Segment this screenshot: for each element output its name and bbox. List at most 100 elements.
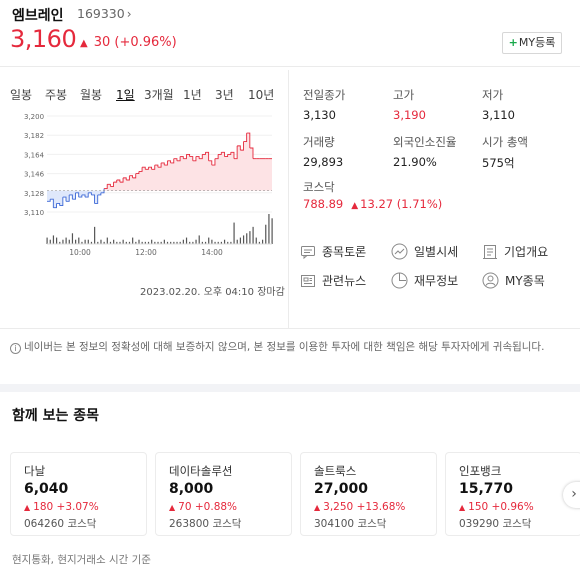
divider bbox=[0, 328, 580, 329]
price-line-segment bbox=[157, 162, 162, 168]
related-stock-card[interactable]: 솔트룩스 27,000 ▲ 3,250 +13.68% 304100 코스닥 bbox=[300, 452, 437, 536]
volume-bar bbox=[119, 241, 121, 244]
related-stock-price: 6,040 bbox=[24, 481, 69, 497]
volume-bar bbox=[138, 239, 140, 244]
related-stock-meta: 064260 코스닥 bbox=[24, 518, 97, 530]
foreign-label: 외국인소진율 bbox=[393, 135, 457, 149]
related-stock-change: ▲ 70 +0.88% bbox=[169, 501, 238, 513]
volume-bar bbox=[75, 239, 77, 244]
y-tick-label: 3,110 bbox=[24, 209, 44, 217]
tab-period[interactable]: 3년 bbox=[215, 88, 234, 102]
tab-period[interactable]: 1일 bbox=[116, 88, 135, 102]
price-line-segment bbox=[129, 175, 134, 178]
price-line-segment bbox=[218, 152, 222, 155]
my-register-button[interactable]: +MY등록 bbox=[502, 32, 562, 54]
price-line-segment bbox=[148, 166, 153, 170]
related-stock-card[interactable]: 다날 6,040 ▲ 180 +3.07% 064260 코스닥 bbox=[10, 452, 147, 536]
x-tick-label: 10:00 bbox=[69, 248, 91, 257]
price-line-segment bbox=[167, 160, 172, 163]
kosdaq-index: 788.89 ▲ 13.27 (1.71%) bbox=[303, 197, 442, 211]
related-stock-change: ▲ 3,250 +13.68% bbox=[314, 501, 406, 513]
volume-bar bbox=[100, 239, 102, 244]
volume-bar bbox=[233, 222, 235, 244]
volume-bar bbox=[223, 239, 226, 244]
next-arrow-icon[interactable]: › bbox=[563, 482, 580, 508]
link-my-stock[interactable]: MY종목 bbox=[482, 272, 545, 289]
x-tick-label: 14:00 bbox=[201, 248, 223, 257]
related-stock-name: 다날 bbox=[24, 464, 46, 478]
link-news[interactable]: 관련뉴스 bbox=[300, 272, 366, 289]
volume-bar bbox=[179, 241, 181, 244]
up-arrow-icon: ▲ bbox=[459, 503, 466, 512]
tab-period[interactable]: 10년 bbox=[248, 88, 275, 102]
disclaimer-text: 네이버는 본 정보의 정확성에 대해 보증하지 않으며, 본 정보를 이용한 투… bbox=[24, 341, 545, 353]
price-line-segment bbox=[208, 160, 213, 166]
price-line-segment bbox=[214, 154, 219, 160]
volume-bar bbox=[59, 241, 61, 244]
stock-code[interactable]: 169330 › bbox=[77, 6, 132, 21]
volume-bar bbox=[258, 241, 261, 244]
volume-bar bbox=[208, 237, 210, 244]
price-line-segment bbox=[170, 158, 175, 164]
volume-bar bbox=[230, 241, 232, 244]
price-line-segment bbox=[85, 192, 89, 198]
volume-bar bbox=[271, 218, 273, 244]
link-daily-price[interactable]: 일별시세 bbox=[391, 243, 458, 260]
price-line-segment bbox=[221, 151, 225, 157]
up-arrow-icon: ▲ bbox=[169, 503, 176, 512]
price-line-segment bbox=[211, 158, 216, 166]
tab-period[interactable]: 3개월 bbox=[144, 88, 174, 102]
tab-period[interactable]: 일봉 bbox=[10, 88, 33, 102]
up-arrow-icon: ▲ bbox=[24, 503, 31, 512]
stock-code-text: 169330 bbox=[77, 6, 125, 21]
tab-period[interactable]: 1년 bbox=[183, 88, 202, 102]
link-discussion[interactable]: 종목토론 bbox=[300, 243, 366, 260]
volume-bar bbox=[56, 237, 58, 244]
my-stock-icon bbox=[482, 272, 499, 289]
high-price: 고가 3,190 bbox=[393, 87, 426, 122]
foreign-ownership: 외국인소진율 21.90% bbox=[393, 134, 456, 169]
tab-period[interactable]: 주봉 bbox=[45, 88, 68, 102]
chart-timestamp: 2023.02.20. 오후 04:10 장마감 bbox=[140, 287, 285, 298]
volume-bar bbox=[192, 241, 194, 244]
price-line-segment bbox=[119, 177, 124, 183]
price-line-segment bbox=[151, 165, 156, 170]
low-price: 저가 3,110 bbox=[482, 87, 515, 122]
price-line-segment bbox=[132, 173, 137, 179]
price-line-segment bbox=[164, 160, 168, 166]
plus-icon: + bbox=[508, 36, 518, 49]
volume-bar bbox=[68, 239, 70, 244]
price-line-segment bbox=[78, 194, 83, 198]
volume-bar bbox=[265, 224, 267, 244]
related-stock-meta: 039290 코스닥 bbox=[459, 518, 532, 530]
price-line-segment bbox=[135, 171, 140, 175]
finance-icon bbox=[391, 272, 408, 289]
volume-bar bbox=[49, 239, 51, 244]
related-stock-change: ▲ 180 +3.07% bbox=[24, 501, 99, 513]
daily-price-icon bbox=[391, 243, 408, 260]
change-percent: (+0.96%) bbox=[114, 35, 177, 50]
volume-label: 거래량 bbox=[303, 135, 335, 149]
volume-bar bbox=[103, 241, 105, 244]
link-finance[interactable]: 재무정보 bbox=[391, 272, 458, 289]
price-line-segment bbox=[107, 183, 111, 187]
low-label: 저가 bbox=[482, 88, 504, 102]
volume-bar bbox=[182, 239, 184, 244]
related-stock-card[interactable]: 인포뱅크 15,770 ▲ 150 +0.96% 039290 코스닥 bbox=[445, 452, 580, 536]
market-cap: 시가 총액 575억 bbox=[482, 134, 528, 171]
related-stock-name: 데이타솔루션 bbox=[169, 464, 233, 478]
change-value: 30 bbox=[93, 35, 111, 50]
related-stock-card[interactable]: 데이타솔루션 8,000 ▲ 70 +0.88% 263800 코스닥 bbox=[155, 452, 292, 536]
volume-bar bbox=[185, 237, 188, 244]
volume-bar bbox=[239, 237, 242, 244]
price-line-segment bbox=[88, 192, 92, 195]
footer-note: 현지통화, 현지거래소 시간 기준 bbox=[12, 554, 151, 566]
tab-period[interactable]: 월봉 bbox=[80, 88, 103, 102]
mcap-label: 시가 총액 bbox=[482, 135, 528, 149]
stock-name[interactable]: 엠브레인 bbox=[12, 8, 64, 24]
kosdaq-value: 788.89 bbox=[303, 197, 344, 211]
price-line-segment bbox=[237, 145, 241, 151]
volume-bar bbox=[217, 241, 219, 244]
up-arrow-icon: ▲ bbox=[314, 503, 321, 512]
link-company[interactable]: 기업개요 bbox=[482, 243, 548, 260]
